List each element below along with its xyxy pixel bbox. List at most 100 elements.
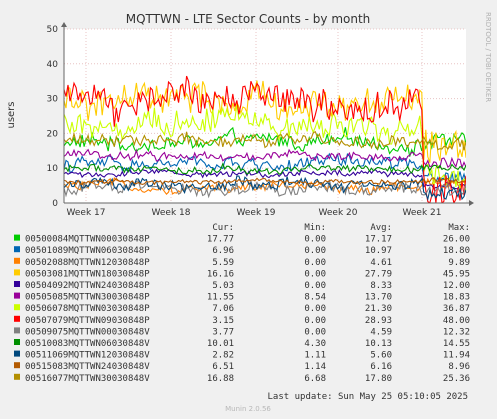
x-tick-label: Week 21 <box>403 208 442 218</box>
y-axis-arrow <box>61 22 67 27</box>
legend-min-value: 0.00 <box>304 316 326 326</box>
legend-cur-value: 2.82 <box>212 351 234 361</box>
legend-max-value: 48.00 <box>443 316 470 326</box>
chart-title: MQTTWN - LTE Sector Counts - by month <box>126 12 371 26</box>
legend-swatch <box>14 350 20 357</box>
legend-cur-value: 16.16 <box>207 269 234 279</box>
legend-max-value: 36.87 <box>443 304 470 314</box>
legend-swatch <box>14 257 20 264</box>
legend-avg-value: 17.80 <box>365 374 392 384</box>
legend-avg-value: 4.59 <box>370 327 392 337</box>
legend-series-name: 00502088MQTTWN12030848P <box>25 258 150 268</box>
legend-cur-value: 6.96 <box>212 246 234 256</box>
legend-cur-value: 6.51 <box>212 362 234 372</box>
legend-swatch <box>14 246 20 253</box>
legend-max-value: 14.55 <box>443 339 470 349</box>
legend-series-name: 00515083MQTTWN24030848V <box>25 362 150 372</box>
legend-avg-value: 13.70 <box>365 293 392 303</box>
legend-min-value: 0.00 <box>304 304 326 314</box>
legend-series-name: 00511069MQTTWN12030848V <box>25 351 150 361</box>
legend-min-value: 8.54 <box>304 293 326 303</box>
y-tick-label: 30 <box>47 95 59 105</box>
side-label: RRDTOOL / TOBI OETIKER <box>484 12 492 102</box>
legend-max-value: 25.36 <box>443 374 470 384</box>
legend-swatch <box>14 373 20 380</box>
legend-min-value: 1.11 <box>304 351 326 361</box>
series-line <box>64 176 466 196</box>
series-line <box>64 130 466 151</box>
legend-swatch <box>14 269 20 276</box>
legend-cur-value: 17.77 <box>207 235 234 245</box>
legend-max-value: 45.95 <box>443 269 470 279</box>
legend-max-value: 26.00 <box>443 235 470 245</box>
legend-swatch <box>14 362 20 369</box>
legend-cur-value: 10.01 <box>207 339 234 349</box>
legend-swatch <box>14 304 20 311</box>
footer-version: Munin 2.0.56 <box>225 405 271 413</box>
y-tick-label: 20 <box>47 129 59 139</box>
x-tick-label: Week 20 <box>319 208 358 218</box>
series-line <box>64 126 466 157</box>
legend-avg-value: 17.17 <box>365 235 392 245</box>
legend-series-name: 00516077MQTTWN30030848V <box>25 374 150 384</box>
legend-avg-value: 6.16 <box>370 362 392 372</box>
legend-avg-value: 27.79 <box>365 269 392 279</box>
legend-max-value: 9.89 <box>448 258 470 268</box>
y-tick-label: 0 <box>52 199 58 209</box>
legend-avg-value: 21.30 <box>365 304 392 314</box>
y-tick-label: 10 <box>47 164 59 174</box>
legend-swatch <box>14 327 20 334</box>
legend-series-name: 00506078MQTTWN03030848P <box>25 304 150 314</box>
legend-max-value: 11.94 <box>443 351 470 361</box>
legend-min-value: 0.00 <box>304 246 326 256</box>
legend-series-name: 00504092MQTTWN24030848P <box>25 281 150 291</box>
legend-min-value: 0.00 <box>304 235 326 245</box>
legend-swatch <box>14 339 20 345</box>
legend-swatch <box>14 315 20 322</box>
y-tick-label: 40 <box>47 60 59 70</box>
legend-min-value: 0.00 <box>304 281 326 291</box>
legend-max-value: 12.32 <box>443 327 470 337</box>
legend-avg-value: 4.61 <box>370 258 392 268</box>
legend-avg-value: 28.93 <box>365 316 392 326</box>
legend-series-name: 00501089MQTTWN06030848P <box>25 246 150 256</box>
series-line <box>64 104 466 193</box>
legend-avg-value: 5.60 <box>370 351 392 361</box>
x-tick-label: Week 17 <box>67 208 106 218</box>
legend-column-header: Min: <box>304 223 326 233</box>
legend-max-value: 8.96 <box>448 362 470 372</box>
legend-cur-value: 16.88 <box>207 374 234 384</box>
legend-avg-value: 8.33 <box>370 281 392 291</box>
legend-series-name: 00503081MQTTWN18030848P <box>25 269 150 279</box>
legend-series-name: 00507079MQTTWN09030848P <box>25 316 150 326</box>
legend-series-name: 00505085MQTTWN30030848P <box>25 293 150 303</box>
legend-series-name: 00500084MQTTWN00030848P <box>25 235 150 245</box>
legend-column-header: Avg: <box>370 223 392 233</box>
legend-avg-value: 10.97 <box>365 246 392 256</box>
legend-max-value: 18.83 <box>443 293 470 303</box>
legend-cur-value: 3.15 <box>212 316 234 326</box>
legend-swatch <box>14 281 20 287</box>
legend-min-value: 1.14 <box>304 362 326 372</box>
series-line <box>64 75 466 203</box>
legend-series-name: 00509075MQTTWN00030848V <box>25 327 150 337</box>
legend-cur-value: 7.06 <box>212 304 234 314</box>
last-update: Last update: Sun May 25 05:10:05 2025 <box>268 392 468 402</box>
x-tick-label: Week 18 <box>152 208 191 218</box>
legend-cur-value: 3.77 <box>212 327 234 337</box>
legend-min-value: 4.30 <box>304 339 326 349</box>
series-line <box>64 179 466 199</box>
legend-cur-value: 11.55 <box>207 293 234 303</box>
legend-column-header: Max: <box>448 223 470 233</box>
legend-cur-value: 5.59 <box>212 258 234 268</box>
legend-avg-value: 10.13 <box>365 339 392 349</box>
x-tick-label: Week 19 <box>237 208 276 218</box>
series-line <box>64 148 466 170</box>
legend-column-header: Cur: <box>212 223 234 233</box>
series-line <box>64 162 466 175</box>
y-tick-label: 50 <box>47 25 59 35</box>
y-axis-label: users <box>6 101 17 128</box>
legend-min-value: 0.00 <box>304 258 326 268</box>
series-line <box>64 80 466 163</box>
